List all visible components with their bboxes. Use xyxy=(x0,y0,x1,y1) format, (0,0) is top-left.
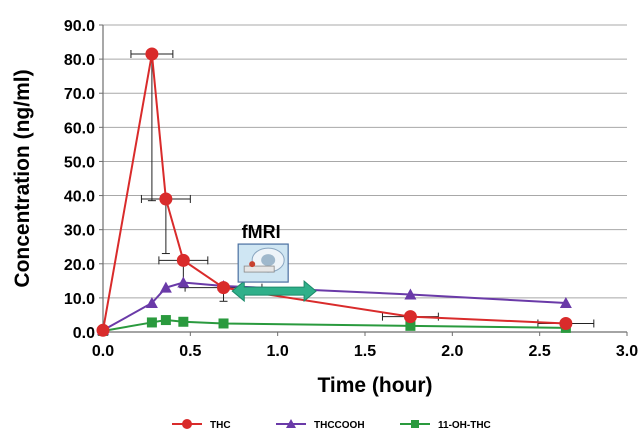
mri-icon-dot xyxy=(249,261,256,268)
data-point-thc xyxy=(559,316,573,330)
annotation-label: fMRI xyxy=(242,222,281,242)
data-point-thc xyxy=(217,281,231,295)
y-axis-title: Concentration (ng/ml) xyxy=(11,69,34,287)
legend-label: 11-OH-THC xyxy=(438,420,491,431)
x-tick-label: 1.5 xyxy=(354,343,376,360)
x-tick-label: 3.0 xyxy=(616,343,638,360)
y-tick-labels: 0.0 10.0 20.0 30.0 40.0 50.0 60.0 70.0 80.0 90.0 xyxy=(64,18,103,342)
y-tick-label: 30.0 xyxy=(64,223,95,240)
data-point-thc xyxy=(159,192,173,206)
data-point-thc xyxy=(145,47,159,61)
annotation-fmri: fMRI xyxy=(231,222,317,303)
mri-scanner-icon xyxy=(237,243,289,283)
y-tick-label: 80.0 xyxy=(64,52,95,69)
fmri-double-arrow xyxy=(231,279,317,303)
data-point-thccooh xyxy=(559,297,572,309)
legend-item-thc: THC xyxy=(172,419,231,431)
y-tick-label: 0.0 xyxy=(73,325,95,342)
data-point-11-oh-thc xyxy=(146,317,157,328)
data-point-thc xyxy=(176,253,190,267)
legend-marker xyxy=(286,419,296,428)
legend-label: THCCOOH xyxy=(314,420,365,431)
data-point-thccooh xyxy=(404,288,417,300)
series-thc xyxy=(96,47,573,337)
data-point-11-oh-thc xyxy=(160,315,171,326)
data-point-11-oh-thc xyxy=(178,316,189,327)
y-tick-label: 90.0 xyxy=(64,18,95,35)
x-tick-label: 2.5 xyxy=(529,343,551,360)
x-tick-label: 0.0 xyxy=(92,343,114,360)
y-tick-label: 70.0 xyxy=(64,86,95,103)
y-tick-label: 50.0 xyxy=(64,154,95,171)
data-point-thccooh xyxy=(177,276,190,288)
legend-marker xyxy=(411,420,419,428)
x-tick-label: 1.0 xyxy=(267,343,289,360)
y-tick-label: 20.0 xyxy=(64,257,95,274)
y-tick-label: 60.0 xyxy=(64,120,95,137)
data-point-thc xyxy=(403,310,417,324)
data-point-11-oh-thc xyxy=(218,318,229,329)
plot-area xyxy=(103,25,627,332)
x-axis-title: Time (hour) xyxy=(317,374,432,397)
data-point-thc xyxy=(96,323,110,337)
x-tick-label: 2.0 xyxy=(441,343,463,360)
legend-marker xyxy=(182,419,192,429)
data-point-thccooh xyxy=(145,297,158,309)
legend: THC THCCOOH 11-OH-THC xyxy=(172,419,491,431)
x-tick-label: 0.5 xyxy=(179,343,201,360)
legend-item-thccooh: THCCOOH xyxy=(276,419,365,431)
y-tick-label: 40.0 xyxy=(64,189,95,206)
mri-icon-hole xyxy=(261,254,276,267)
data-point-11-oh-thc xyxy=(405,320,416,331)
x-tick-labels: 0.0 0.5 1.0 1.5 2.0 2.5 3.0 xyxy=(92,332,638,360)
mri-icon-bed xyxy=(243,265,275,273)
y-tick-label: 10.0 xyxy=(64,291,95,308)
legend-item-11-oh-thc: 11-OH-THC xyxy=(400,420,491,431)
legend-label: THC xyxy=(210,420,231,431)
data-point-thccooh xyxy=(159,281,172,293)
